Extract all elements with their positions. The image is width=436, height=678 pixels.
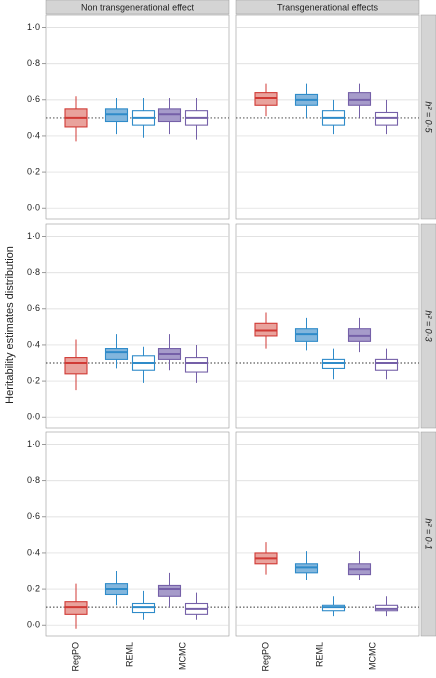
column-strip: [45, 0, 230, 15]
y-tick-label: 0·0: [27, 412, 40, 422]
box: [157, 584, 182, 597]
y-tick-label: 0·8: [27, 58, 40, 68]
x-tick-label: REML: [124, 642, 134, 667]
row-strip: [420, 223, 436, 429]
box: [184, 357, 209, 373]
box: [374, 358, 399, 371]
row-label: h² = 0·5: [424, 101, 434, 133]
y-tick-label: 0·4: [27, 339, 40, 349]
y-tick-label: 0·0: [27, 620, 40, 630]
row-strip: [420, 14, 436, 220]
row-label: h² = 0·1: [424, 518, 434, 549]
y-tick-label: 0·0: [27, 203, 40, 213]
x-tick-label: MCMC: [367, 642, 377, 670]
box: [104, 348, 129, 360]
column-strip: [235, 0, 420, 15]
y-tick-label: 1·0: [27, 231, 40, 241]
column-label: Non transgenerational effect: [81, 2, 194, 12]
y-tick-label: 0·6: [27, 303, 40, 313]
y-tick-label: 0·4: [27, 130, 40, 140]
x-tick-label: RegPO: [70, 642, 80, 672]
y-tick-label: 0·2: [27, 166, 40, 176]
y-tick-label: 0·6: [27, 511, 40, 521]
y-tick-label: 1·0: [27, 439, 40, 449]
panel: [45, 223, 230, 429]
y-tick-label: 0·2: [27, 583, 40, 593]
y-tick-label: 0·8: [27, 475, 40, 485]
x-tick-label: MCMC: [177, 642, 187, 670]
y-tick-label: 0·6: [27, 94, 40, 104]
row-label: h² = 0·3: [424, 310, 434, 341]
y-tick-label: 1·0: [27, 22, 40, 32]
box: [64, 357, 88, 375]
x-tick-label: REML: [314, 642, 324, 667]
y-tick-label: 0·4: [27, 547, 40, 557]
y-tick-label: 0·2: [27, 375, 40, 385]
y-axis-label: Heritability estimates distribution: [4, 246, 16, 404]
column-label: Transgenerational effects: [277, 2, 379, 12]
x-tick-label: RegPO: [260, 642, 270, 672]
y-tick-label: 0·8: [27, 267, 40, 277]
row-strip: [420, 431, 436, 637]
panel: [235, 431, 420, 637]
